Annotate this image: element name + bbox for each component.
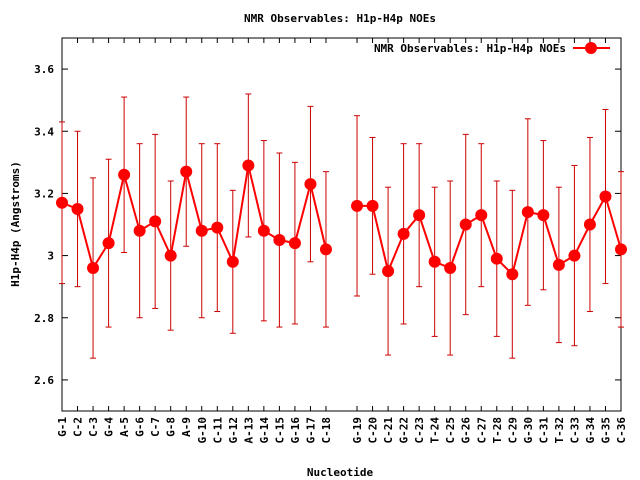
x-tick-label: G-17 [304, 417, 317, 444]
data-point [164, 249, 177, 262]
data-point [195, 224, 208, 237]
y-tick-label: 3.4 [34, 125, 54, 138]
y-tick-label: 2.8 [34, 312, 54, 325]
x-tick-label: A-5 [118, 417, 131, 437]
data-point [304, 178, 317, 191]
data-point [226, 255, 239, 268]
x-tick-label: C-36 [615, 417, 628, 444]
data-point [319, 243, 332, 256]
x-tick-label: G-34 [584, 417, 597, 444]
y-tick-label: 3.6 [34, 63, 54, 76]
data-point [180, 165, 193, 178]
x-tick-label: G-30 [522, 417, 535, 444]
data-point [211, 221, 224, 234]
plot-frame [61, 37, 622, 412]
data-point [257, 224, 270, 237]
x-tick-label: G-35 [599, 417, 612, 444]
data-point [537, 209, 550, 222]
data-point [490, 252, 503, 265]
data-point [288, 237, 301, 250]
x-tick-label: T-32 [553, 417, 566, 444]
x-tick-label: G-4 [103, 417, 116, 437]
y-tick-label: 3.2 [34, 187, 54, 200]
data-point [149, 215, 162, 228]
x-tick-label: G-10 [196, 417, 209, 444]
data-point [133, 224, 146, 237]
x-tick-label: C-21 [382, 417, 395, 444]
x-tick-label: C-15 [273, 417, 286, 444]
x-tick-label: G-1 [56, 417, 69, 437]
x-tick-label: G-14 [258, 417, 271, 444]
data-point [351, 199, 364, 212]
x-tick-label: C-11 [211, 417, 224, 444]
data-point [615, 243, 627, 256]
y-axis: 2.6 2.8 3 3.2 3.4 3.6 [34, 63, 621, 387]
data-points [56, 159, 627, 281]
data-point [413, 209, 426, 222]
data-point [459, 218, 472, 231]
legend: NMR Observables: H1p-H4p NOEs [374, 42, 610, 55]
error-bars [59, 93, 624, 359]
x-tick-label: G-19 [351, 417, 364, 444]
x-tick-label: C-33 [568, 417, 581, 444]
data-point [583, 218, 596, 231]
x-tick-label: C-3 [87, 417, 100, 437]
legend-label: NMR Observables: H1p-H4p NOEs [374, 42, 566, 55]
data-point [599, 190, 612, 203]
chart-title: NMR Observables: H1p-H4p NOEs [244, 12, 436, 25]
x-tick-label: G-12 [227, 417, 240, 444]
data-point [382, 265, 395, 278]
series-line [357, 193, 622, 277]
x-axis: G-1 C-2 C-3 G-4 A-5 G-6 C-7 G-8 A-9 G-10 C-11 G-12 A… [56, 38, 628, 444]
data-point [118, 168, 131, 181]
data-point [273, 234, 286, 247]
legend-marker [585, 42, 597, 54]
data-point [56, 196, 68, 209]
data-point [71, 202, 84, 215]
data-point [428, 255, 441, 268]
y-axis-label: H1p-H4p (Angstroms) [9, 161, 22, 287]
x-tick-label: C-18 [320, 417, 333, 444]
data-point [397, 227, 410, 240]
x-tick-label: C-25 [444, 417, 457, 444]
data-point [242, 159, 255, 172]
x-tick-label: C-20 [367, 417, 380, 444]
data-point [366, 199, 379, 212]
x-tick-label: G-16 [289, 417, 302, 444]
data-point [568, 249, 581, 262]
data-point [521, 206, 534, 219]
series-line [61, 165, 327, 271]
data-point [444, 262, 457, 275]
x-tick-label: A-9 [180, 417, 193, 437]
data-point [87, 262, 100, 275]
data-point [102, 237, 115, 250]
x-tick-label: G-22 [398, 417, 411, 444]
x-tick-label: T-28 [491, 417, 504, 444]
x-tick-label: C-27 [475, 417, 488, 444]
x-tick-label: T-24 [429, 417, 442, 444]
series-lines [61, 165, 622, 277]
x-tick-label: C-2 [72, 417, 85, 437]
x-tick-label: G-6 [134, 417, 147, 437]
y-tick-label: 3 [47, 250, 54, 263]
x-tick-label: C-7 [149, 417, 162, 437]
x-tick-label: C-31 [537, 417, 550, 444]
x-tick-label: A-13 [242, 417, 255, 444]
x-tick-label: C-29 [506, 417, 519, 444]
x-tick-label: G-26 [460, 417, 473, 444]
x-axis-label: Nucleotide [307, 466, 374, 479]
data-point [506, 268, 519, 281]
x-tick-label: G-8 [165, 417, 178, 437]
y-tick-label: 2.6 [34, 374, 54, 387]
x-tick-label: C-23 [413, 417, 426, 444]
data-point [552, 258, 565, 271]
data-point [475, 209, 488, 222]
